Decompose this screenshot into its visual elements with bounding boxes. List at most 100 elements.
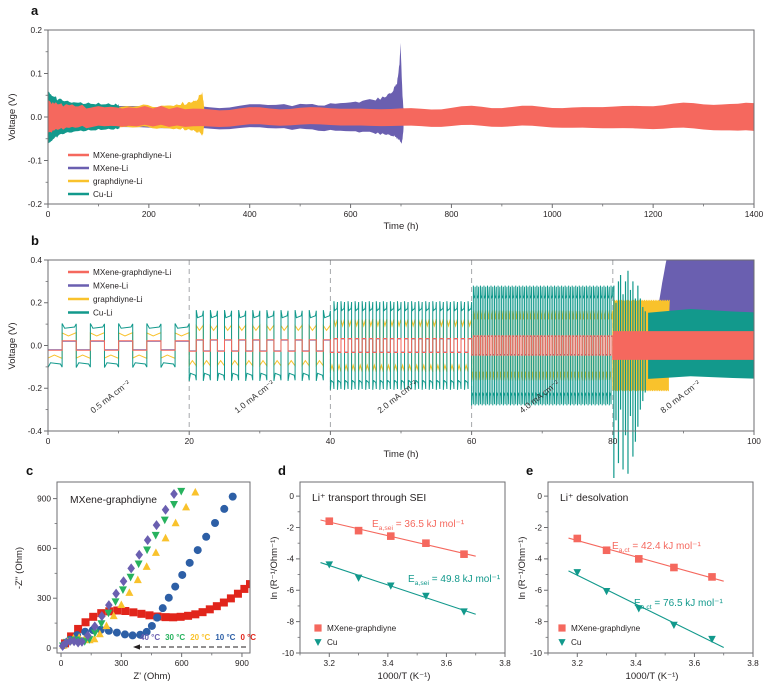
series-cu <box>320 561 476 616</box>
svg-text:0.2: 0.2 <box>30 298 42 308</box>
svg-text:20: 20 <box>185 436 195 446</box>
panel-b-y-axis-title: Voltage (V) <box>7 323 18 370</box>
svg-text:900: 900 <box>235 658 249 668</box>
svg-text:0.0: 0.0 <box>30 112 42 122</box>
legend-label: Cu <box>571 638 582 647</box>
svg-text:-8: -8 <box>287 616 295 626</box>
activation-energy-annotation: Ea,sei = 49.8 kJ mol⁻¹ <box>408 574 501 587</box>
svg-text:600: 600 <box>344 209 358 219</box>
svg-text:0: 0 <box>46 643 51 653</box>
panel-label-c: c <box>26 463 34 478</box>
panel-d-series <box>320 517 476 616</box>
svg-text:3.8: 3.8 <box>499 658 511 668</box>
svg-text:900: 900 <box>37 493 51 503</box>
legend-label: graphdiyne-Li <box>93 295 143 304</box>
svg-text:300: 300 <box>37 593 51 603</box>
svg-text:-8: -8 <box>535 616 543 626</box>
legend-label: Cu-Li <box>93 308 113 317</box>
current-density-label: 0.5 mA cm⁻² <box>88 378 132 415</box>
svg-text:0.2: 0.2 <box>30 25 42 35</box>
svg-text:40: 40 <box>326 436 336 446</box>
panel-c: 0 300 600 900 0 300 600 900 Z' (Ohm) -Z'' (Ohm) MX… <box>14 481 256 682</box>
svg-text:3.8: 3.8 <box>747 658 759 668</box>
svg-text:-4: -4 <box>287 554 295 564</box>
svg-text:1200: 1200 <box>644 209 663 219</box>
legend-label: MXene-graphdiyne <box>327 624 397 633</box>
series-40-c <box>58 488 178 652</box>
svg-text:0: 0 <box>537 491 542 501</box>
svg-text:1400: 1400 <box>745 209 764 219</box>
svg-text:3.4: 3.4 <box>630 658 642 668</box>
svg-text:0.0: 0.0 <box>30 340 42 350</box>
legend-label: MXene-Li <box>93 164 128 173</box>
svg-text:-2: -2 <box>535 522 543 532</box>
svg-text:0: 0 <box>289 491 294 501</box>
activation-energy-annotation: Ea,sei = 36.5 kJ mol⁻¹ <box>372 519 465 532</box>
panel-label-e: e <box>526 463 534 478</box>
svg-text:3.4: 3.4 <box>382 658 394 668</box>
series-mxene-graphdiyne <box>320 517 476 558</box>
panel-c-y-axis-title: -Z'' (Ohm) <box>14 547 25 589</box>
panel-c-x-axis-title: Z' (Ohm) <box>133 671 170 682</box>
panel-e-title: Li⁺ desolvation <box>560 493 629 504</box>
series-cu <box>568 569 724 648</box>
panel-b: 0 20 40 60 80 100 -0.4 -0.2 0.0 0.2 0.4 Time (h) Vol… <box>7 255 762 479</box>
svg-text:-2: -2 <box>287 522 295 532</box>
svg-text:-6: -6 <box>535 585 543 595</box>
panel-a-x-axis-title: Time (h) <box>383 221 418 232</box>
current-density-label: 1.0 mA cm⁻² <box>232 378 276 415</box>
svg-text:-10: -10 <box>530 648 542 658</box>
svg-text:3.6: 3.6 <box>689 658 701 668</box>
panel-e-y-axis-title: ln (R⁻¹/Ohm⁻¹) <box>517 537 528 600</box>
svg-text:-0.1: -0.1 <box>28 155 43 165</box>
panel-b-axes: 0 20 40 60 80 100 -0.4 -0.2 0.0 0.2 0.4 <box>28 255 762 446</box>
panel-d: 3.2 3.4 3.6 3.8 0 -2 -4 -6 -8 -10 1000/T (K⁻¹) ln (… <box>269 481 511 682</box>
panel-e-axes: 3.2 3.4 3.6 3.8 0 -2 -4 -6 -8 -10 <box>530 491 759 668</box>
panel-e-x-axis-title: 1000/T (K⁻¹) <box>626 671 679 682</box>
panel-b-series <box>47 259 754 479</box>
legend-label: MXene-graphdiyne-Li <box>93 268 171 277</box>
temperature-legend: 40 °C 30 °C 20 °C 10 °C 0 °C <box>140 633 256 642</box>
svg-text:-4: -4 <box>535 554 543 564</box>
activation-energy-annotation: Ea,ct = 42.4 kJ mol⁻¹ <box>612 541 701 554</box>
svg-text:3.2: 3.2 <box>324 658 336 668</box>
svg-text:-0.4: -0.4 <box>28 426 43 436</box>
panel-e-series <box>568 534 724 648</box>
panel-a-series <box>48 42 754 144</box>
svg-text:200: 200 <box>142 209 156 219</box>
svg-text:0: 0 <box>46 209 51 219</box>
legend-label: MXene-graphdiyne-Li <box>93 151 171 160</box>
svg-text:1000: 1000 <box>543 209 562 219</box>
panel-d-title: Li⁺ transport through SEI <box>312 493 426 504</box>
panel-a: 0 200 400 600 800 1000 1200 1400 -0.2 -0.1 0.0 0.1 0… <box>7 25 764 232</box>
panel-d-axes: 3.2 3.4 3.6 3.8 0 -2 -4 -6 -8 -10 <box>282 491 511 668</box>
panel-a-axes: 0 200 400 600 800 1000 1200 1400 -0.2 -0.1 0.0 0.1 0… <box>28 25 764 219</box>
panel-d-y-axis-title: ln (R⁻¹/Ohm⁻¹) <box>269 537 280 600</box>
svg-text:-10: -10 <box>282 648 294 658</box>
svg-text:3.6: 3.6 <box>441 658 453 668</box>
panel-label-b: b <box>31 233 39 248</box>
panel-c-series <box>58 487 251 652</box>
panel-label-a: a <box>31 3 39 18</box>
panel-e: 3.2 3.4 3.6 3.8 0 -2 -4 -6 -8 -10 1000/T (K⁻¹) ln (… <box>517 481 759 682</box>
svg-text:600: 600 <box>175 658 189 668</box>
legend-label: Cu-Li <box>93 190 113 199</box>
series-mxene-graphdiyne-li <box>48 331 754 360</box>
legend-label: graphdiyne-Li <box>93 177 143 186</box>
svg-text:-0.2: -0.2 <box>28 383 43 393</box>
activation-energy-annotation: Ea,ct = 76.5 kJ mol⁻¹ <box>634 598 723 611</box>
panel-b-x-axis-title: Time (h) <box>383 449 418 460</box>
svg-text:0.4: 0.4 <box>30 255 42 265</box>
legend-label: MXene-Li <box>93 281 128 290</box>
svg-text:100: 100 <box>747 436 761 446</box>
panel-c-axes: 0 300 600 900 0 300 600 900 <box>37 493 249 668</box>
svg-text:0: 0 <box>46 436 51 446</box>
svg-text:800: 800 <box>445 209 459 219</box>
svg-text:600: 600 <box>37 543 51 553</box>
panel-label-d: d <box>278 463 286 478</box>
svg-text:0: 0 <box>59 658 64 668</box>
panel-d-x-axis-title: 1000/T (K⁻¹) <box>378 671 431 682</box>
svg-text:3.2: 3.2 <box>572 658 584 668</box>
legend-label: Cu <box>327 638 338 647</box>
